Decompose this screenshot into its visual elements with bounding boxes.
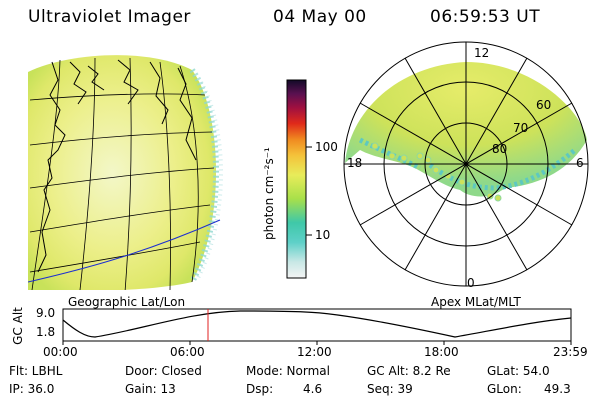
time-label: 06:59:53 UT xyxy=(430,7,541,27)
timeline-y-tick-9: 9.0 xyxy=(36,306,56,320)
filter-readout: Flt: LBHL xyxy=(9,364,63,378)
mlt-label-18: 18 xyxy=(347,156,363,170)
timeline-x-tick-0600: 06:00 xyxy=(170,345,205,359)
mlt-label-0: 0 xyxy=(467,276,475,290)
left-panel-caption: Geographic Lat/Lon xyxy=(68,295,186,309)
seq-readout: Seq: 39 xyxy=(367,382,413,396)
door-readout: Door: Closed xyxy=(125,364,202,378)
timeline-axis-title: GC Alt xyxy=(11,307,25,345)
mode-readout: Mode: Normal xyxy=(246,364,330,378)
altitude-timeline xyxy=(62,308,572,345)
right-panel-caption: Apex MLat/MLT xyxy=(431,295,521,309)
glat-readout: GLat: 54.0 xyxy=(487,364,550,378)
ip-readout: IP: 36.0 xyxy=(9,382,55,396)
timeline-x-tick-1200: 12:00 xyxy=(297,345,332,359)
polar-plot xyxy=(343,41,589,287)
mlat-label-60: 60 xyxy=(536,98,552,112)
mlt-label-12: 12 xyxy=(474,46,490,60)
timeline-y-tick-1-8: 1.8 xyxy=(36,325,56,339)
colorbar-tick-10: 10 xyxy=(315,228,331,242)
mlat-label-80: 80 xyxy=(492,142,508,156)
mlat-label-70: 70 xyxy=(513,121,529,135)
gc-alt-readout: GC Alt: 8.2 Re xyxy=(367,364,451,378)
gain-readout: Gain: 13 xyxy=(125,382,176,396)
dsp-value: 4.6 xyxy=(303,382,323,396)
mlt-label-6: 6 xyxy=(576,156,584,170)
timeline-x-tick-0000: 00:00 xyxy=(43,345,78,359)
colorbar xyxy=(286,79,312,279)
instrument-title: Ultraviolet Imager xyxy=(28,7,191,27)
dsp-label: Dsp: xyxy=(246,382,274,396)
date-label: 04 May 00 xyxy=(273,7,367,27)
colorbar-tick-100: 100 xyxy=(315,140,338,154)
timeline-x-tick-1800: 18:00 xyxy=(424,345,459,359)
glon-value: 49.3 xyxy=(544,382,571,396)
glon-label: GLon: xyxy=(487,382,522,396)
geographic-map xyxy=(28,55,223,290)
colorbar-unit: photon cm⁻²s⁻¹ xyxy=(262,147,276,240)
timeline-x-tick-2359: 23:59 xyxy=(553,345,588,359)
